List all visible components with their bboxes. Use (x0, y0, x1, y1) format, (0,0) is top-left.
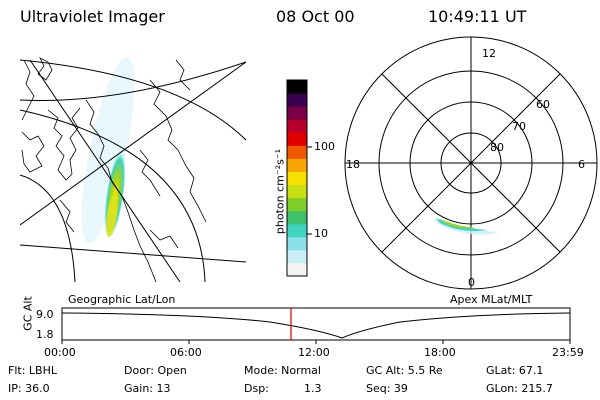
mlt-label-18: 18 (346, 158, 360, 171)
door-status: Door: Open (124, 364, 187, 377)
timeline-xtick-1: 06:00 (170, 346, 202, 359)
colorbar-segment (287, 93, 307, 107)
mlt-label-6: 6 (578, 158, 585, 171)
mlat-label-70: 70 (512, 120, 526, 133)
colorbar-label-100: 100 (314, 140, 335, 153)
colorbar-segment (287, 171, 307, 186)
colorbar-segment (287, 249, 307, 264)
gain-status: Gain: 13 (124, 382, 171, 395)
geo-map-content (20, 57, 246, 282)
gc-alt-status: GC Alt: 5.5 Re (366, 364, 443, 377)
mlat-label-60: 60 (536, 98, 550, 111)
seq-status: Seq: 39 (366, 382, 408, 395)
timeline-xtick-4: 23:59 (552, 346, 584, 359)
orbit-altitude-curve (61, 312, 571, 339)
timeline-xtick-0: 00:00 (44, 346, 76, 359)
colorbar-segment (287, 262, 307, 277)
mlt-label-0: 0 (468, 276, 475, 289)
polar-grid (344, 36, 598, 290)
dsp-label: Dsp: (244, 382, 269, 395)
coastline (21, 57, 207, 282)
mlt-label-12: 12 (482, 47, 496, 60)
colorbar-segment (287, 119, 307, 133)
timeline-ticks (61, 340, 571, 344)
ip-status: IP: 36.0 (8, 382, 50, 395)
timeline-ytick-high: 9.0 (36, 308, 54, 321)
timeline-ytick-low: 1.8 (36, 328, 54, 341)
aurora-haze (81, 57, 135, 243)
aurora-bright-core (106, 193, 118, 237)
polar-panel-label: Apex MLat/MLT (450, 293, 533, 306)
timeline-frame (61, 307, 571, 341)
timeline-xtick-3: 18:00 (424, 346, 456, 359)
timeline-xtick-2: 12:00 (298, 346, 330, 359)
geo-grid (20, 59, 246, 282)
colorbar-segment (287, 184, 307, 199)
colorbar-scale (287, 80, 307, 277)
image-date: 08 Oct 00 (276, 7, 355, 26)
colorbar-label-10: 10 (314, 227, 328, 240)
colorbar-frame (286, 79, 308, 277)
mlat-label-80: 80 (490, 141, 504, 154)
image-time: 10:49:11 UT (428, 7, 527, 26)
aurora-oval-polar (432, 218, 500, 235)
colorbar-segment (287, 223, 307, 238)
colorbar-segment (287, 106, 307, 120)
app-title: Ultraviolet Imager (20, 7, 165, 26)
geo-panel-label: Geographic Lat/Lon (68, 293, 176, 306)
colorbar-segment (287, 158, 307, 172)
colorbar-segment (287, 145, 307, 159)
timeline-axis-label: GC Alt (21, 296, 35, 331)
colorbar-segment (287, 80, 307, 94)
mode-status: Mode: Normal (244, 364, 321, 377)
filter-status: Flt: LBHL (8, 364, 57, 377)
colorbar-segment (287, 197, 307, 212)
dsp-value: 1.3 (304, 382, 322, 395)
glon-status: GLon: 215.7 (486, 382, 553, 395)
colorbar-segment (287, 210, 307, 225)
colorbar-segment (287, 236, 307, 251)
glat-status: GLat: 67.1 (486, 364, 544, 377)
colorbar-segment (287, 132, 307, 146)
